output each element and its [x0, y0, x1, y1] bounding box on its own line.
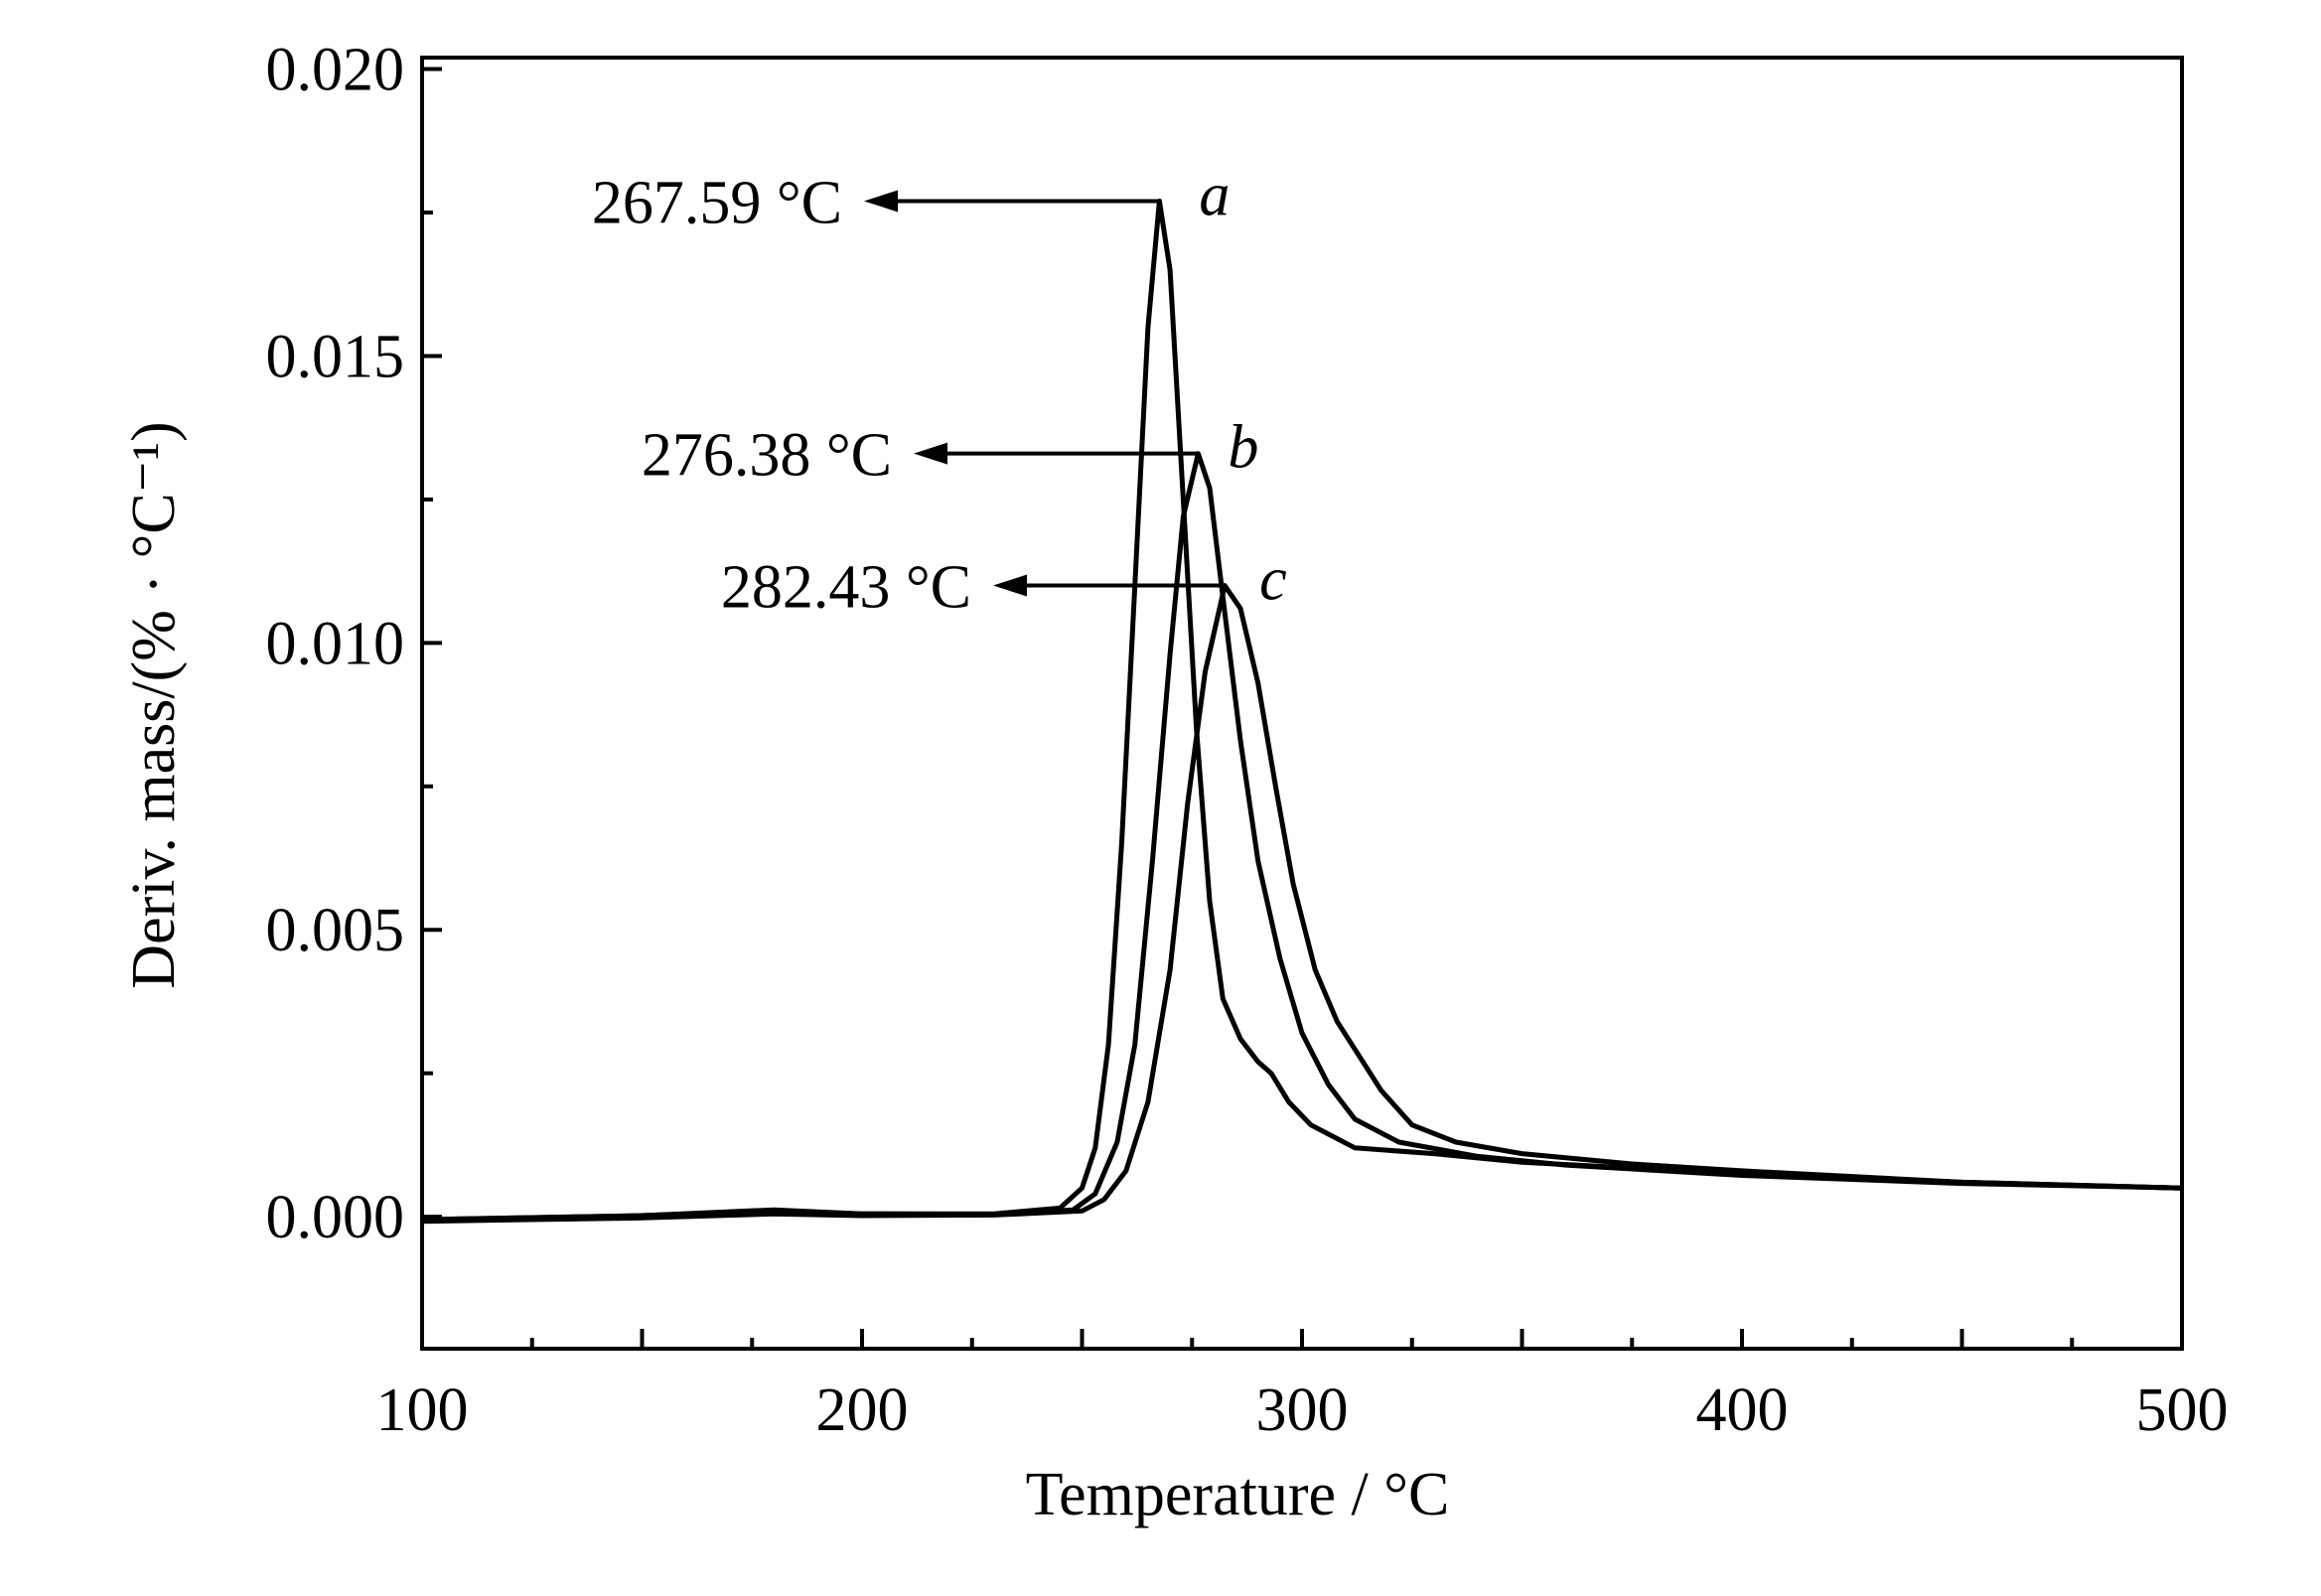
y-tick-label: 0.000	[266, 1184, 405, 1251]
curve-name-c: c	[1259, 546, 1287, 614]
series-line-a	[421, 198, 2183, 1223]
x-tick-label: 500	[2136, 1377, 2229, 1444]
x-axis-title: Temperature / °C	[1026, 1461, 1450, 1528]
y-axis-ticks: 0.000 0.005 0.010 0.015 0.020	[266, 37, 442, 1251]
curves	[421, 198, 2183, 1225]
x-tick-label: 200	[816, 1377, 909, 1444]
y-tick-label: 0.010	[266, 610, 405, 677]
peak-label-b: 276.38 °C	[642, 422, 892, 490]
plot-frame	[420, 56, 2184, 1351]
curve-name-a: a	[1199, 161, 1230, 228]
y-tick-label: 0.015	[266, 323, 405, 390]
x-axis-ticks: 100 200 300 400 500	[376, 1329, 2229, 1444]
peak-arrowhead-b	[914, 442, 947, 465]
y-tick-label: 0.005	[266, 897, 405, 964]
y-axis-title: Deriv. mass/(% · °C⁻¹)	[120, 421, 188, 988]
x-tick-label: 100	[376, 1377, 469, 1444]
series-line-c	[421, 583, 2183, 1225]
curve-name-b: b	[1228, 414, 1258, 482]
peak-label-c: 282.43 °C	[721, 554, 971, 622]
y-tick-label: 0.020	[266, 37, 405, 104]
peak-arrowhead-a	[864, 190, 898, 213]
series-line-b	[421, 451, 2183, 1223]
peak-arrowhead-c	[993, 574, 1027, 597]
x-tick-label: 300	[1256, 1377, 1349, 1444]
peak-annotations: 267.59 °C a 276.38 °C b 282.43 °C c	[592, 161, 1287, 621]
x-tick-label: 400	[1696, 1377, 1789, 1444]
peak-label-a: 267.59 °C	[592, 169, 842, 236]
